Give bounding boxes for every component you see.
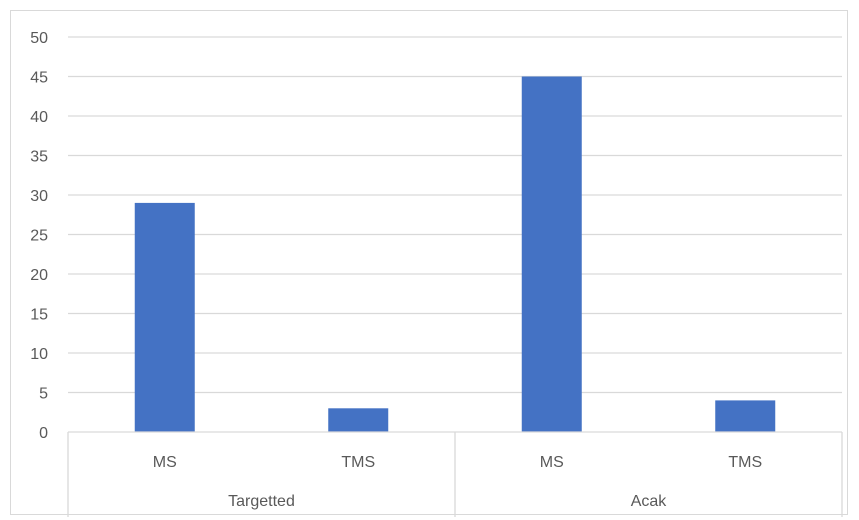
y-tick-label: 40 bbox=[30, 109, 48, 126]
y-tick-label: 15 bbox=[30, 307, 48, 324]
y-tick-label: 45 bbox=[30, 70, 48, 87]
x-group-label: Acak bbox=[631, 493, 668, 510]
bar-targetted-ms bbox=[134, 202, 195, 432]
x-category-label: TMS bbox=[341, 454, 375, 471]
x-category-label: MS bbox=[540, 454, 564, 471]
y-axis-tick-labels: 0 5 10 15 20 25 30 35 40 45 50 bbox=[30, 30, 48, 442]
bars bbox=[134, 76, 776, 432]
x-group-label: Targetted bbox=[228, 493, 295, 510]
x-axis: MS TMS Targetted MS TMS Acak bbox=[67, 431, 843, 517]
gridlines bbox=[68, 36, 842, 394]
bar-acak-tms bbox=[715, 400, 776, 432]
bar-targetted-tms bbox=[328, 408, 389, 432]
y-tick-label: 30 bbox=[30, 188, 48, 205]
x-category-label: TMS bbox=[728, 454, 762, 471]
y-tick-label: 35 bbox=[30, 149, 48, 166]
y-tick-label: 0 bbox=[39, 425, 48, 442]
y-tick-label: 20 bbox=[30, 267, 48, 284]
y-tick-label: 10 bbox=[30, 346, 48, 363]
y-tick-label: 5 bbox=[39, 386, 48, 403]
bar-acak-ms bbox=[521, 76, 582, 432]
y-tick-label: 25 bbox=[30, 228, 48, 245]
x-category-label: MS bbox=[153, 454, 177, 471]
y-tick-label: 50 bbox=[30, 30, 48, 47]
